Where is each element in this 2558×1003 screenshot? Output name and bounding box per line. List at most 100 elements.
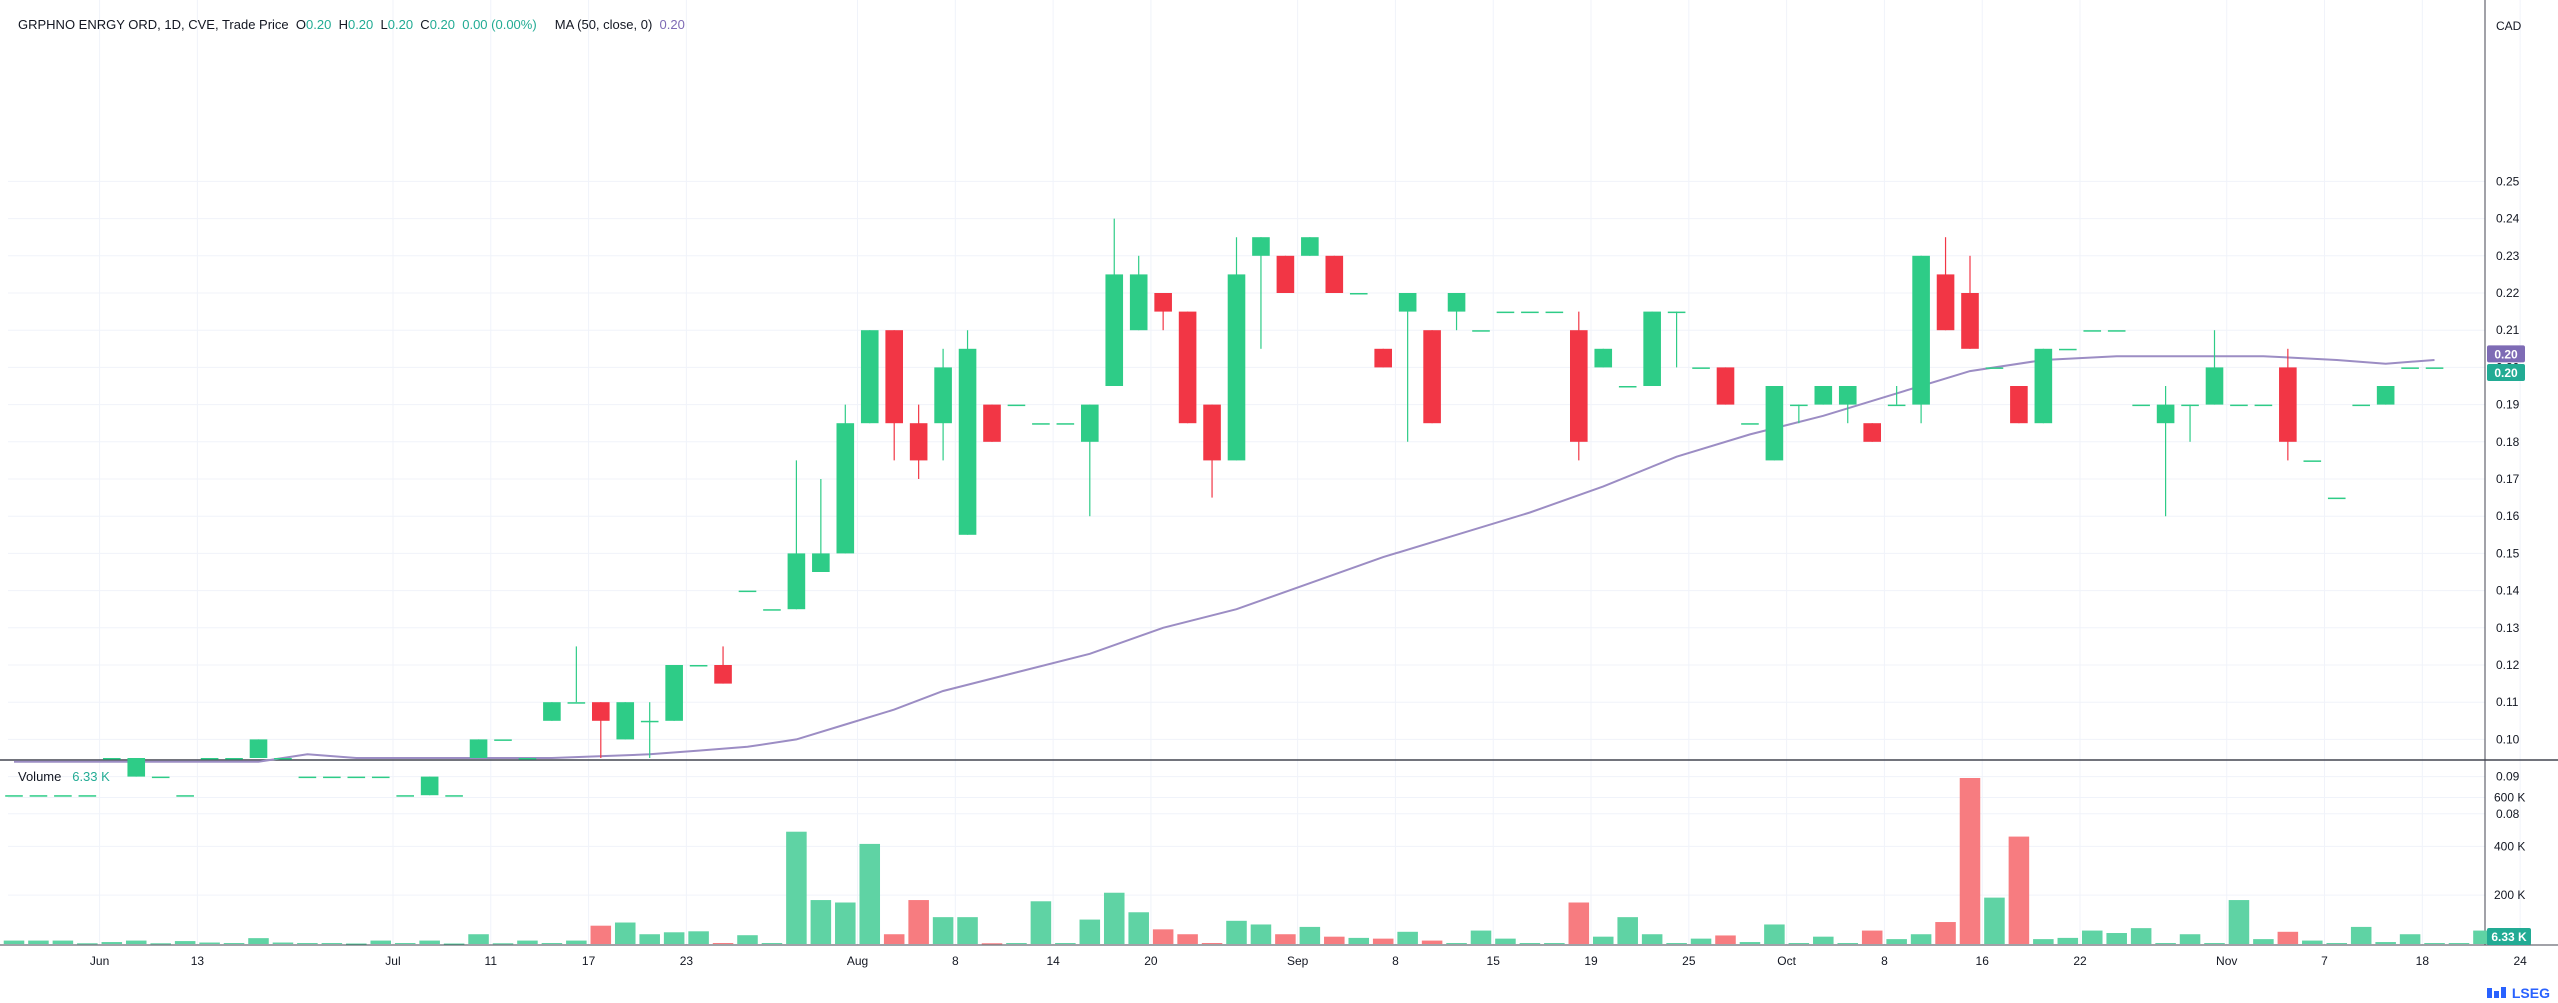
volume-bar [1226,920,1247,944]
volume-bar [1617,917,1638,944]
volume-bar [1030,901,1052,944]
candle [469,739,488,758]
volume-bar [1348,937,1370,944]
candle-body [249,739,268,758]
volume-bar [737,935,758,944]
volume-bar [2155,943,2176,945]
time-tick-label: 24 [2513,954,2527,968]
candle [1423,330,1441,424]
candle [1252,237,1270,349]
ma-indicator-value: 0.20 [659,17,685,32]
candle-body [1178,311,1197,424]
candle-body [274,758,292,760]
volume-bar [1666,943,1687,945]
volume-bar [590,925,612,944]
candle-body [1618,386,1637,388]
candle [2230,404,2248,407]
volume-bar [2253,939,2274,944]
volume-bar [859,843,881,944]
volume-label[interactable]: Volume [18,769,62,784]
candle [176,795,194,797]
candle-body [2156,404,2175,424]
candle-body [2376,386,2395,405]
time-tick-label: Jul [385,954,400,968]
candle-body [1496,311,1515,314]
volume-bar [394,943,416,945]
volume-bar [541,943,563,945]
time-tick-label: 13 [191,954,205,968]
time-tick-label: 23 [680,954,694,968]
candle [2107,330,2126,332]
volume-bar [1715,935,1736,944]
candle [274,758,292,760]
volume-bar [517,940,538,944]
lseg-logo[interactable]: LSEG [2486,985,2550,1001]
volume-bar [1813,936,1834,944]
candle [665,665,683,721]
candle-body [1667,311,1686,314]
volume-bar [77,943,98,945]
candle-body [2107,330,2126,332]
candle-body [567,702,586,704]
lseg-logo-icon [2486,986,2508,1000]
volume-bar [1764,924,1785,944]
candle-body [2230,404,2248,407]
price-tick-label: 0.17 [2496,472,2520,486]
candle-body [836,423,855,554]
volume-bar [883,934,905,944]
price-tick-label: 0.10 [2496,732,2520,746]
volume-bar [786,831,807,944]
time-tick-label: Oct [1777,954,1796,968]
candle [1032,423,1050,425]
candle [323,776,341,779]
candle [5,795,23,797]
candle-body [1398,293,1417,312]
volume-bar [1152,929,1174,944]
change-value: 0.00 (0.00%) [462,17,537,32]
candle-body [1374,348,1393,368]
last-price-tag-bg [2487,363,2525,381]
volume-bar [2277,931,2299,944]
volume-bar [2228,900,2250,944]
candle-body [298,776,317,779]
volume-bar [1201,943,1223,945]
volume-bar [1397,931,1418,944]
last-price-tag: 0.20 [2487,363,2525,381]
candle [2156,386,2175,517]
volume-bar [248,938,269,944]
volume-bar [1275,934,1296,944]
close-label: C [420,17,430,32]
candle [2254,404,2273,407]
time-tick-label: 22 [2073,954,2087,968]
candle-body [1129,274,1148,331]
ma-price-tag: 0.20 [2487,345,2525,363]
candle [738,590,757,593]
volume-bar [297,943,318,945]
candle [1716,367,1735,405]
volume-bar [125,940,147,944]
candle-body [469,739,488,758]
candle-body [2327,497,2346,500]
candle-body [934,367,952,424]
candle-body [151,776,170,779]
candle [78,795,97,797]
volume-bar [1079,919,1101,944]
volume-bar [443,943,465,945]
time-tick-label: Sep [1287,954,1309,968]
ma-price-tag-bg [2487,345,2525,363]
candle-body [200,758,219,760]
ma-indicator-label[interactable]: MA (50, close, 0) [554,17,653,32]
candle [1080,404,1099,517]
volume-bar [566,940,587,944]
price-tick-label: 0.11 [2496,695,2519,709]
candle-body [787,553,806,610]
candle [371,776,390,779]
candle [616,702,635,740]
candle-body [2010,386,2028,424]
candle-body [1105,274,1124,386]
candle-body [1887,404,1906,407]
volume-bar [1592,936,1614,944]
candle [2352,404,2371,407]
volume-bar [2399,934,2421,944]
